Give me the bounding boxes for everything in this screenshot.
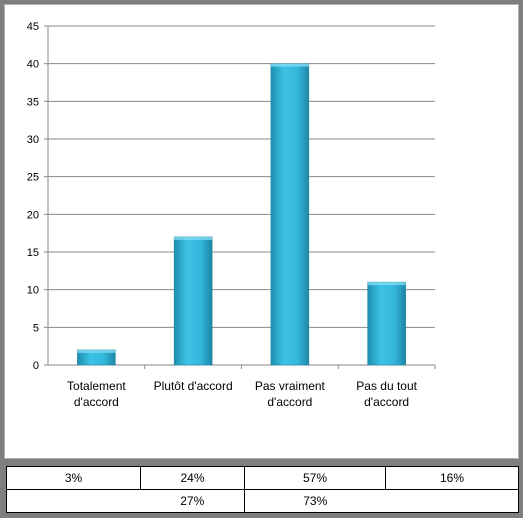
x-category-label: d'accord [364, 395, 409, 409]
table-cell: 24% [140, 466, 245, 490]
bar [270, 63, 310, 366]
table-row: 3% 24% 57% 16% [6, 466, 519, 490]
x-category-label: Totalement [67, 379, 126, 393]
table-cell [385, 489, 519, 513]
y-tick-label: 45 [27, 21, 39, 33]
table-cell: 16% [385, 466, 519, 490]
bar-highlight [270, 63, 309, 67]
y-tick-label: 25 [27, 172, 39, 184]
y-tick-label: 0 [33, 360, 39, 372]
y-tick-label: 30 [27, 134, 39, 146]
y-tick-label: 10 [27, 285, 39, 297]
x-category-label: Pas du tout [356, 379, 417, 393]
x-category-label: Plutôt d'accord [154, 379, 233, 393]
table-cell: 3% [6, 466, 141, 490]
y-tick-label: 5 [33, 322, 39, 334]
y-tick-label: 20 [27, 209, 39, 221]
bar [367, 281, 406, 366]
x-category-label: Pas vraiment [255, 379, 326, 393]
y-tick-label: 15 [27, 247, 39, 259]
table-cell: 57% [244, 466, 386, 490]
bar-highlight [174, 236, 213, 240]
y-tick-label: 35 [27, 96, 39, 108]
table-cell: 73% [244, 489, 386, 513]
y-tick-label: 40 [27, 59, 39, 71]
table-row: 27% 73% [6, 489, 519, 513]
bar [173, 236, 213, 366]
x-category-label: d'accord [267, 395, 312, 409]
table-cell [6, 489, 141, 513]
chart-area: 0 5 10 15 20 25 30 35 40 45 Totalement d'accord Plut… [4, 4, 519, 459]
x-category-label: d'accord [74, 395, 119, 409]
percentage-table: 3% 24% 57% 16% 27% 73% [6, 466, 519, 513]
bar-highlight [77, 349, 116, 353]
bar-chart: 0 5 10 15 20 25 30 35 40 45 Totalement d'accord Plut… [27, 21, 436, 409]
table-cell: 27% [140, 489, 245, 513]
bar-highlight [367, 282, 406, 286]
